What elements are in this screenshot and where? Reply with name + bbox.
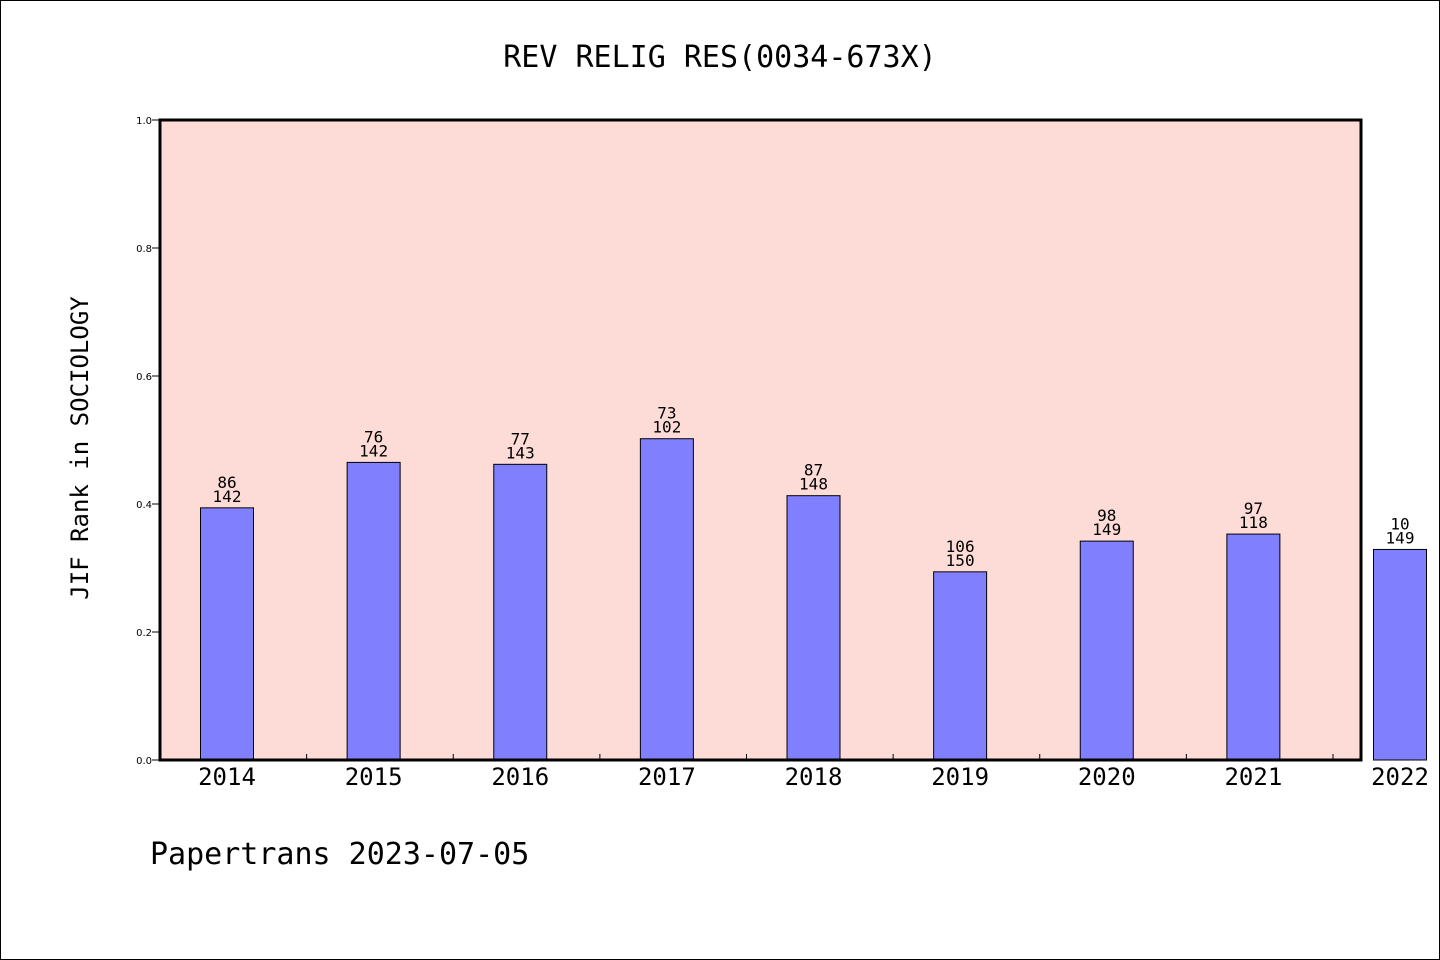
- y-tick-label: 0.8: [136, 244, 152, 255]
- x-tick-label: 2015: [345, 763, 403, 791]
- x-tick-label: 2020: [1078, 763, 1136, 791]
- total-label: 143: [506, 443, 535, 462]
- x-tick-label: 2016: [491, 763, 549, 791]
- rank-label: 73: [657, 404, 676, 423]
- rank-label: 77: [511, 429, 530, 448]
- y-tick-label: 1.0: [136, 116, 152, 127]
- bar-2017: [639, 438, 694, 761]
- rank-label: 87: [804, 461, 823, 480]
- x-tick-label: 2017: [638, 763, 696, 791]
- y-tick-label: 0.0: [136, 756, 152, 767]
- total-label: 150: [946, 551, 975, 570]
- plot-area: [160, 120, 1361, 760]
- rank-label: 86: [217, 473, 236, 492]
- chart-title: REV RELIG RES(0034-673X): [503, 40, 936, 75]
- y-axis: 0.0 0.2 0.4 0.6 0.8 1.0: [136, 116, 160, 767]
- total-label: 149: [1092, 520, 1121, 539]
- x-tick-label: 2022: [1371, 763, 1429, 791]
- y-axis-label: JIF Rank in SOCIOLOGY: [66, 296, 94, 600]
- bar-2018: [786, 495, 841, 761]
- total-label: 142: [213, 487, 242, 506]
- rank-label: 106: [946, 537, 975, 556]
- bar-2021: [1226, 533, 1281, 761]
- y-tick-label: 0.6: [136, 372, 152, 383]
- total-label: 142: [359, 441, 388, 460]
- bar-2016: [493, 463, 548, 761]
- bar-2019: [933, 571, 988, 761]
- x-tick-label: 2019: [931, 763, 989, 791]
- bar-2022: [1373, 548, 1427, 761]
- x-axis: 2014 2015 2016 2017 2018 2019 2020 2021 2022: [198, 754, 1429, 791]
- y-tick-label: 0.4: [136, 500, 152, 511]
- bars-group: 8614276142771437310287148106150981499711…: [200, 404, 1427, 761]
- total-label: 102: [652, 418, 681, 437]
- total-label: 118: [1239, 513, 1268, 532]
- rank-label: 97: [1244, 499, 1263, 518]
- footer-credit: Papertrans 2023-07-05: [150, 837, 529, 872]
- x-tick-label: 2014: [198, 763, 256, 791]
- bar-2014: [200, 507, 254, 761]
- rank-label: 76: [364, 427, 383, 446]
- plot-border: [158, 118, 1363, 762]
- bar-2015: [346, 461, 401, 761]
- x-tick-label: 2021: [1224, 763, 1282, 791]
- bar-2020: [1079, 540, 1134, 761]
- total-label: 149: [1386, 528, 1415, 547]
- rank-label: 10: [1390, 514, 1409, 533]
- x-tick-label: 2018: [785, 763, 843, 791]
- y-tick-label: 0.2: [136, 628, 152, 639]
- total-label: 148: [799, 475, 828, 494]
- rank-label: 98: [1097, 506, 1116, 525]
